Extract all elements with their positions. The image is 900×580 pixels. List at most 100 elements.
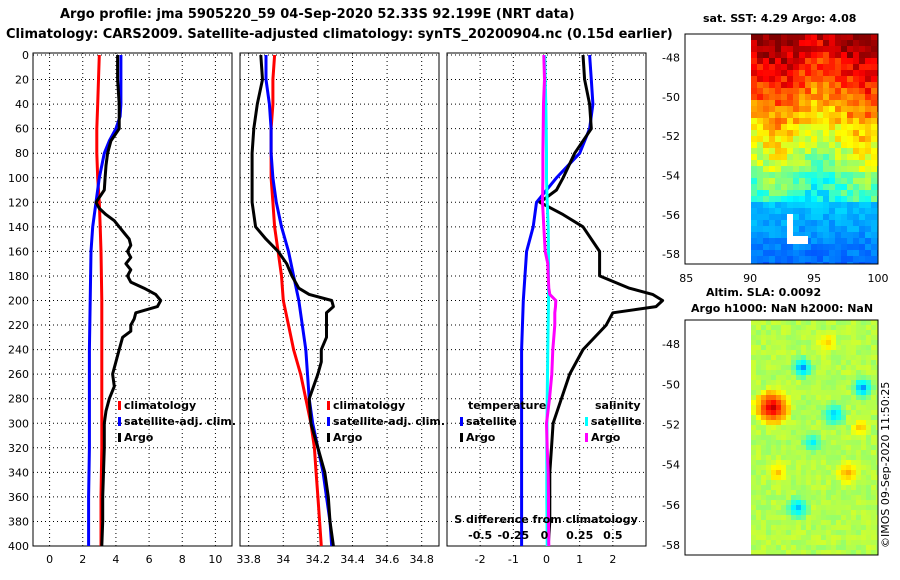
sla-map-cell bbox=[851, 430, 856, 435]
sla-map-cell bbox=[776, 335, 781, 340]
sst-map-cell bbox=[823, 46, 829, 52]
sst-map-cell bbox=[811, 136, 817, 142]
sst-map-cell bbox=[757, 100, 763, 106]
sla-map-cell bbox=[851, 410, 856, 415]
sla-map-cell bbox=[811, 500, 816, 505]
sla-map-cell bbox=[816, 320, 821, 325]
sla-map-cell bbox=[871, 415, 876, 420]
sst-map-cell bbox=[775, 136, 781, 142]
sst-map-cell bbox=[805, 202, 811, 208]
sst-map-cell bbox=[865, 208, 871, 214]
sst-map-cell bbox=[829, 178, 835, 184]
sst-map-cell bbox=[859, 238, 865, 244]
sla-map-cell bbox=[816, 390, 821, 395]
sst-map-cell bbox=[775, 70, 781, 76]
sla-map-cell bbox=[816, 465, 821, 470]
sla-map-cell bbox=[846, 405, 851, 410]
sla-map-cell bbox=[761, 410, 766, 415]
sal-xtick-label: 34 bbox=[276, 553, 290, 566]
sst-map-cell bbox=[823, 154, 829, 160]
sla-map-cell bbox=[831, 390, 836, 395]
sla-map-cell bbox=[781, 525, 786, 530]
sla-map-cell bbox=[876, 415, 878, 420]
sla-map-cell bbox=[781, 370, 786, 375]
sla-map-cell bbox=[796, 500, 801, 505]
sst-map-cell bbox=[793, 112, 799, 118]
sst-map-cell bbox=[865, 82, 871, 88]
sst-map-cell bbox=[811, 34, 817, 40]
sla-map-cell bbox=[801, 485, 806, 490]
sla-map-cell bbox=[831, 420, 836, 425]
sla-map-cell bbox=[781, 440, 786, 445]
sla-map-cell bbox=[856, 450, 861, 455]
sla-map-cell bbox=[786, 340, 791, 345]
sla-map-cell bbox=[826, 330, 831, 335]
sla-map-cell bbox=[761, 510, 766, 515]
sla-map-cell bbox=[851, 365, 856, 370]
sst-map-cell bbox=[829, 100, 835, 106]
sst-map-cell bbox=[781, 172, 787, 178]
sla-map-cell bbox=[841, 400, 846, 405]
sst-map-cell bbox=[781, 226, 787, 232]
sst-map-cell bbox=[859, 82, 865, 88]
sla-map-cell bbox=[831, 385, 836, 390]
sla-map-cell bbox=[861, 345, 866, 350]
sla-map-cell bbox=[866, 375, 871, 380]
sla-map-cell bbox=[811, 425, 816, 430]
sla-map-cell bbox=[856, 420, 861, 425]
sst-map-cell bbox=[751, 46, 757, 52]
sla-map-cell bbox=[826, 450, 831, 455]
sla-map-cell bbox=[806, 420, 811, 425]
sla-map-cell bbox=[806, 400, 811, 405]
sla-map-cell bbox=[871, 320, 876, 325]
sla-map-cell bbox=[816, 490, 821, 495]
sla-map-cell bbox=[876, 350, 878, 355]
sst-map-cell bbox=[871, 250, 877, 256]
sst-map-cell bbox=[781, 46, 787, 52]
sla-map-cell bbox=[771, 545, 776, 550]
sst-map-cell bbox=[769, 166, 775, 172]
sla-map-cell bbox=[811, 495, 816, 500]
sst-map-cell bbox=[757, 172, 763, 178]
sst-map-cell bbox=[841, 208, 847, 214]
sla-map-cell bbox=[761, 465, 766, 470]
sla-map-cell bbox=[751, 325, 756, 330]
sst-map-cell bbox=[865, 178, 871, 184]
sla-map-cell bbox=[876, 425, 878, 430]
sst-map-cell bbox=[757, 118, 763, 124]
sst-map-cell bbox=[871, 178, 877, 184]
sst-map-cell bbox=[793, 208, 799, 214]
sst-map-cell bbox=[793, 40, 799, 46]
sla-map-cell bbox=[821, 510, 826, 515]
sst-map-cell bbox=[787, 64, 793, 70]
sla-map-cell bbox=[831, 345, 836, 350]
sst-map-cell bbox=[769, 142, 775, 148]
sla-map-cell bbox=[791, 470, 796, 475]
sst-map-cell bbox=[757, 142, 763, 148]
sla-map-cell bbox=[836, 455, 841, 460]
sal-legend-swatch bbox=[327, 433, 330, 442]
sst-map-cell bbox=[763, 190, 769, 196]
sst-map-cell bbox=[781, 178, 787, 184]
sst-map-cell bbox=[817, 94, 823, 100]
sla-map-cell bbox=[821, 385, 826, 390]
sla-map-cell bbox=[761, 415, 766, 420]
sla-map-cell bbox=[776, 510, 781, 515]
diff-secondary-tick-label: 0 bbox=[541, 529, 549, 542]
sla-map-cell bbox=[861, 405, 866, 410]
sla-map-cell bbox=[761, 530, 766, 535]
sla-map-cell bbox=[781, 485, 786, 490]
sla-map-cell bbox=[791, 420, 796, 425]
sst-map-cell bbox=[781, 58, 787, 64]
sst-map-cell bbox=[757, 46, 763, 52]
sst-map-cell bbox=[859, 244, 865, 250]
sla-map-cell bbox=[751, 410, 756, 415]
sst-map-cell bbox=[757, 184, 763, 190]
sst-map-cell bbox=[751, 172, 757, 178]
sst-map-cell bbox=[871, 94, 877, 100]
sla-map-cell bbox=[836, 345, 841, 350]
sla-map-cell bbox=[876, 370, 878, 375]
sst-map-cell bbox=[769, 244, 775, 250]
sla-map-cell bbox=[831, 475, 836, 480]
sla-map-cell bbox=[756, 545, 761, 550]
